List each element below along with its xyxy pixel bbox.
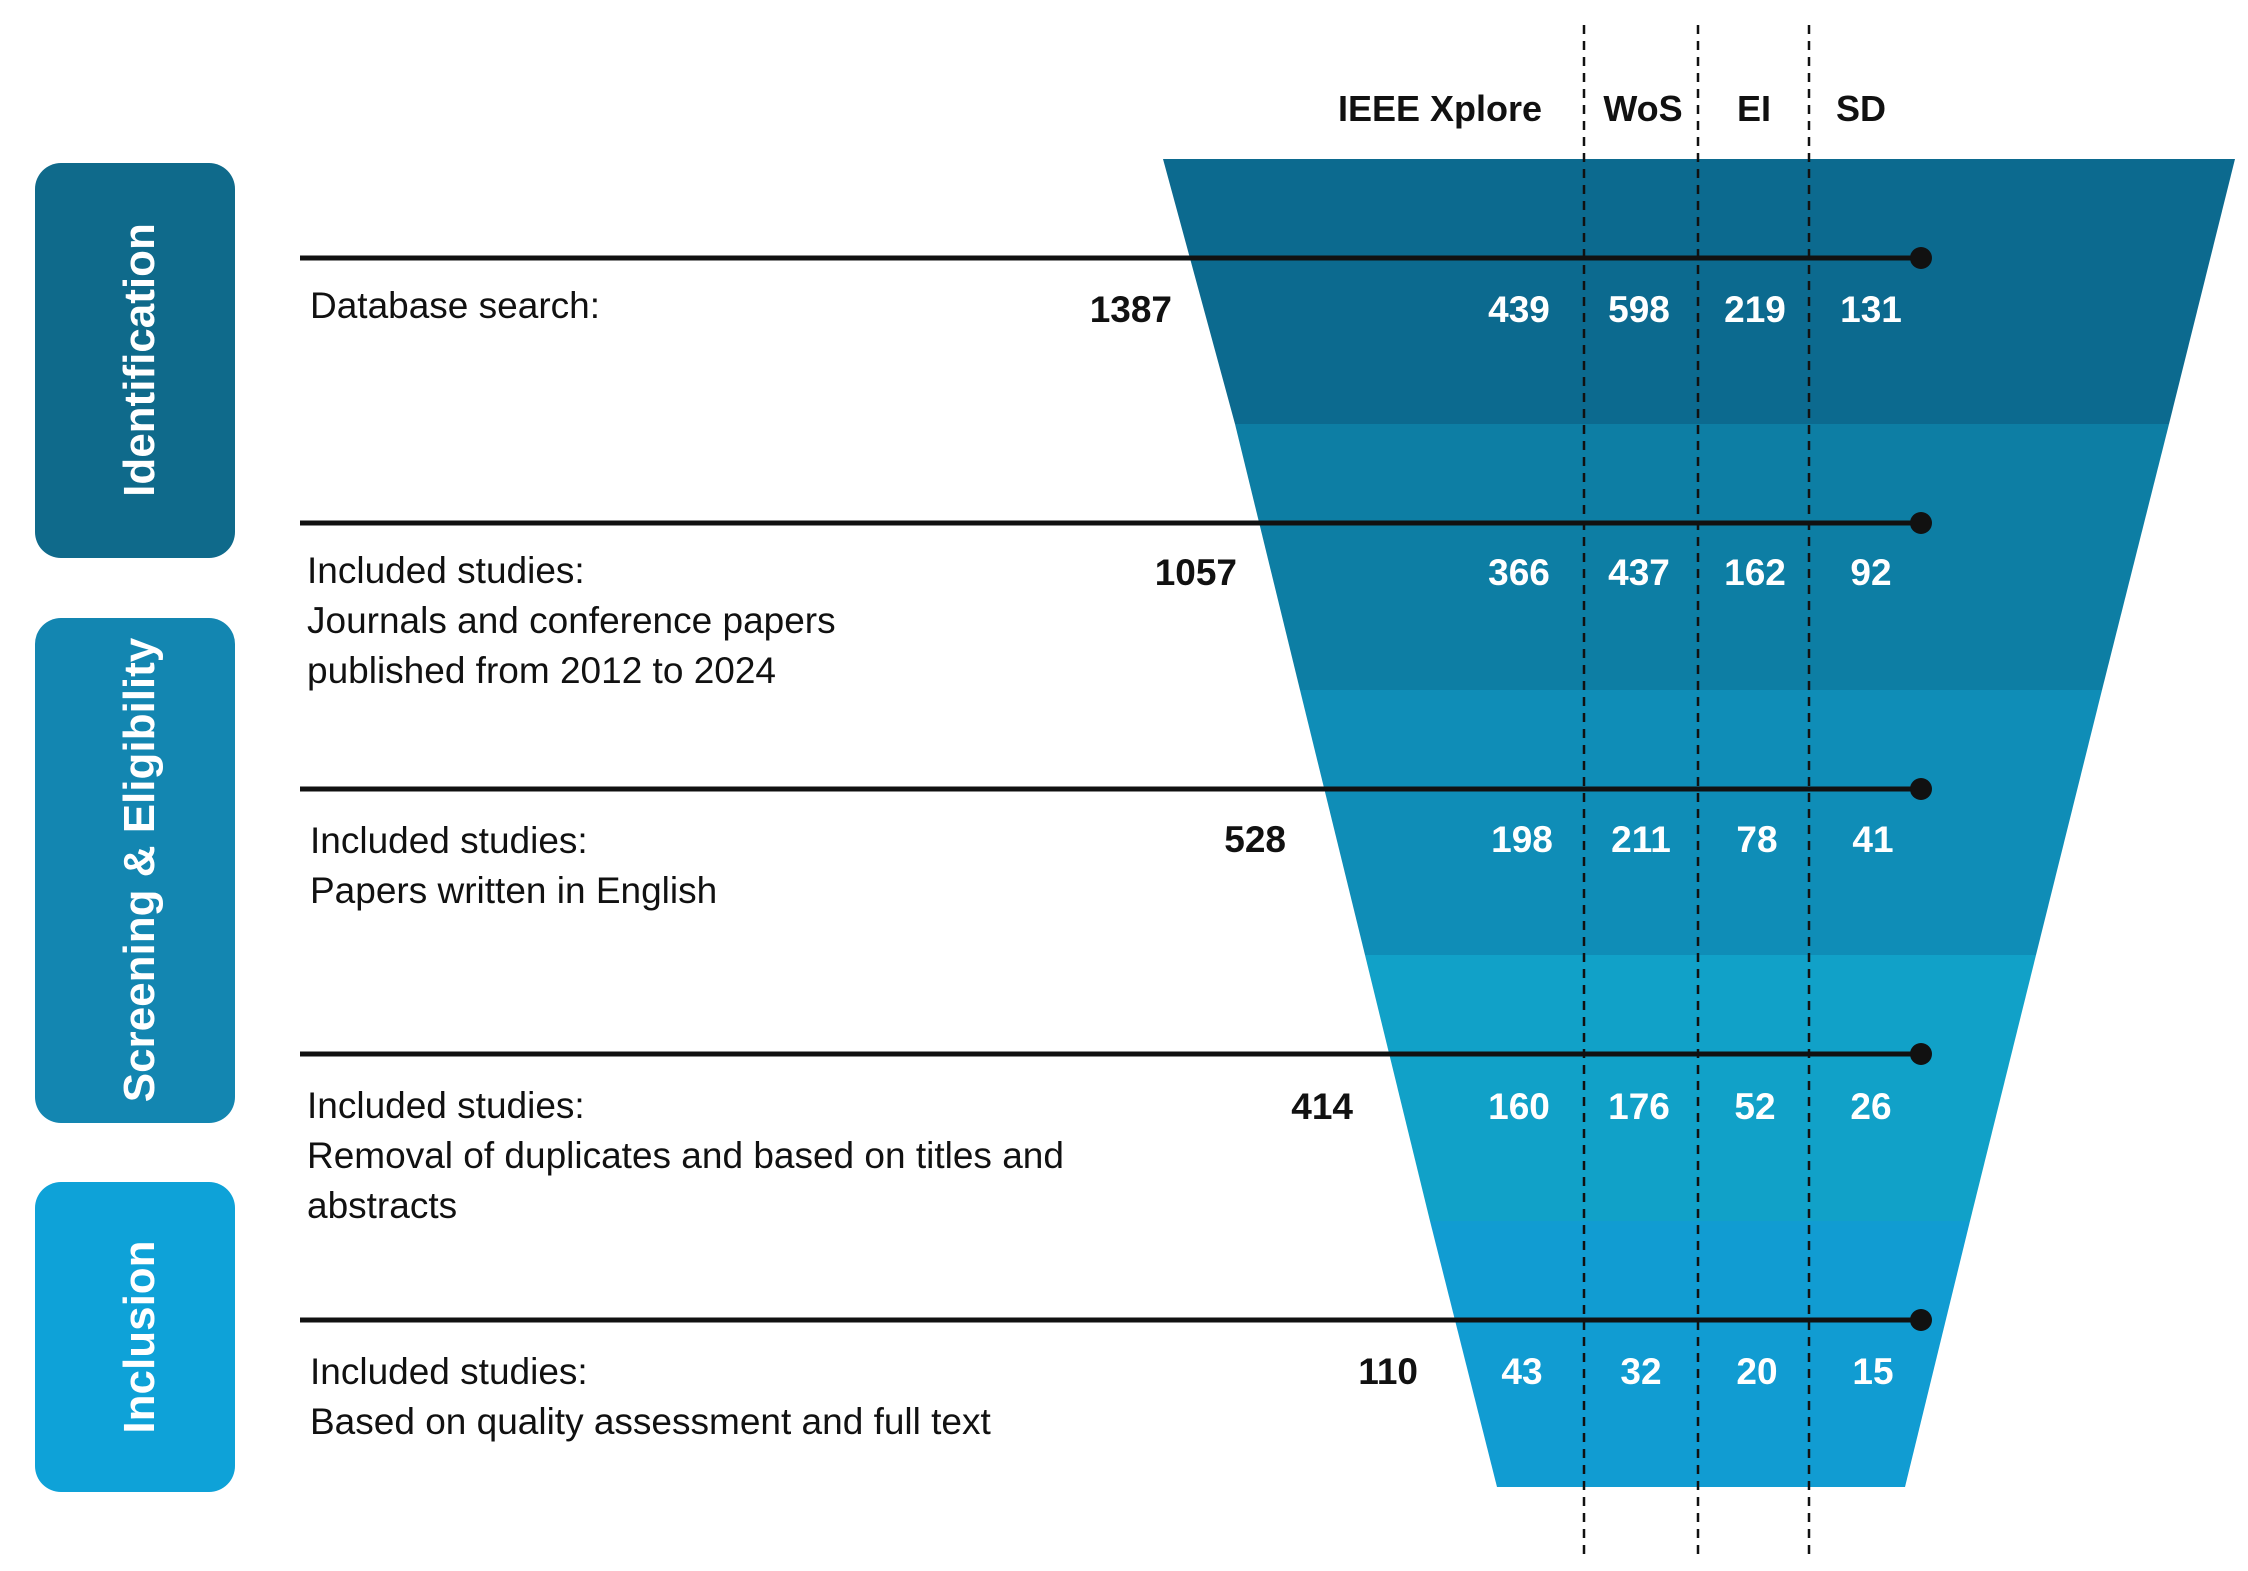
stage-3-ei-count: 78 [1736, 819, 1777, 860]
stage-3-wos-count: 211 [1611, 819, 1671, 860]
stage-2-line-3: published from 2012 to 2024 [307, 650, 776, 691]
stage-5-ei-count: 20 [1736, 1351, 1777, 1392]
stage-1-sd-count: 131 [1840, 289, 1902, 330]
funnel-band-4 [1365, 955, 2036, 1221]
stage-2-line-1: Included studies: [307, 550, 585, 591]
phase-label-inclusion: Inclusion [115, 1240, 164, 1433]
stage-dot-3 [1910, 778, 1932, 800]
funnel-band-3 [1300, 690, 2102, 955]
stage-dot-5 [1910, 1309, 1932, 1331]
stage-1-total: 1387 [1090, 289, 1172, 330]
stage-4-ieee-count: 160 [1488, 1086, 1550, 1127]
stage-3-line-1: Included studies: [310, 820, 588, 861]
phase-boxes [35, 163, 235, 1492]
stage-descriptions: Database search: Included studies: Journ… [307, 285, 1064, 1442]
phase-box-screening [35, 618, 235, 1123]
stage-1-ieee-count: 439 [1488, 289, 1550, 330]
funnel-band-5 [1430, 1221, 1970, 1487]
stage-4-wos-count: 176 [1608, 1086, 1670, 1127]
column-header-ieee: IEEE Xplore [1338, 88, 1542, 129]
stage-4-line-2: Removal of duplicates and based on title… [307, 1135, 1064, 1176]
stage-2-sd-count: 92 [1850, 552, 1891, 593]
stage-5-total: 110 [1358, 1351, 1418, 1392]
phase-label-screening: Screening & Eligibility [115, 637, 164, 1102]
funnel-band-1 [1163, 159, 2235, 424]
funnel-band-2 [1235, 424, 2169, 690]
stage-3-total: 528 [1224, 819, 1286, 860]
stage-2-line-2: Journals and conference papers [307, 600, 836, 641]
stage-4-sd-count: 26 [1850, 1086, 1891, 1127]
phase-label-identification: Identification [115, 223, 164, 497]
stage-3-ieee-count: 198 [1491, 819, 1553, 860]
stage-3-sd-count: 41 [1852, 819, 1893, 860]
stage-dot-2 [1910, 512, 1932, 534]
column-headers: IEEE Xplore WoS EI SD [1338, 88, 1886, 129]
column-header-ei: EI [1737, 88, 1771, 129]
column-header-sd: SD [1836, 88, 1886, 129]
stage-3-line-2: Papers written in English [310, 870, 717, 911]
phase-box-identification [35, 163, 235, 558]
column-header-wos: WoS [1603, 88, 1682, 129]
funnel [1163, 159, 2235, 1487]
stage-1-ei-count: 219 [1724, 289, 1786, 330]
stage-5-ieee-count: 43 [1501, 1351, 1542, 1392]
stage-2-wos-count: 437 [1608, 552, 1670, 593]
stage-4-line-1: Included studies: [307, 1085, 585, 1126]
phase-labels: Identification Screening & Eligibility I… [115, 223, 164, 1433]
stage-2-ieee-count: 366 [1488, 552, 1550, 593]
phase-box-inclusion [35, 1182, 235, 1492]
stage-4-total: 414 [1291, 1086, 1353, 1127]
stage-4-line-3: abstracts [307, 1185, 457, 1226]
stage-dot-4 [1910, 1043, 1932, 1065]
stage-5-line-1: Included studies: [310, 1351, 588, 1392]
stage-5-wos-count: 32 [1620, 1351, 1661, 1392]
stage-5-sd-count: 15 [1852, 1351, 1893, 1392]
stage-totals: 1387 1057 528 414 110 [1090, 289, 1418, 1392]
stage-2-ei-count: 162 [1724, 552, 1786, 593]
stage-1-wos-count: 598 [1608, 289, 1670, 330]
stage-dots [1910, 247, 1932, 1331]
stage-5-line-2: Based on quality assessment and full tex… [310, 1401, 991, 1442]
database-counts: 439 598 219 131 366 437 162 92 198 211 7… [1488, 289, 1902, 1392]
stage-1-line-1: Database search: [310, 285, 600, 326]
stage-lines [300, 255, 1921, 1323]
stage-2-total: 1057 [1155, 552, 1237, 593]
stage-4-ei-count: 52 [1734, 1086, 1775, 1127]
stage-dot-1 [1910, 247, 1932, 269]
